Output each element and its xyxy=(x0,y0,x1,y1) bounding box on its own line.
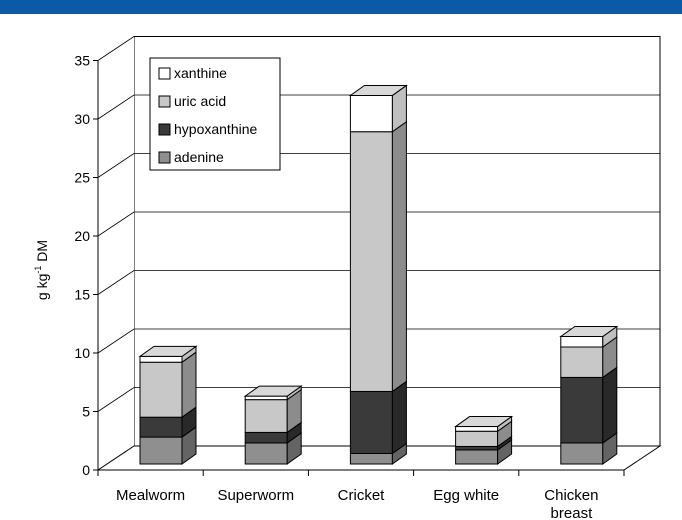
x-category-label: Superworm xyxy=(217,487,294,504)
bar-segment-adenine xyxy=(349,452,393,465)
bar-segment-hypoxanthine xyxy=(349,390,393,454)
y-tick-label: 5 xyxy=(82,404,90,420)
y-axis-label-exponent: -1 xyxy=(33,266,43,274)
legend-box xyxy=(149,57,281,171)
bar-segment-uric-acid xyxy=(139,361,183,418)
legend-label: hypoxanthine xyxy=(174,121,258,137)
y-tick-label: 35 xyxy=(74,53,90,69)
side-wall xyxy=(98,36,134,470)
legend: xanthine uric acid hypoxanthine adenine xyxy=(149,57,281,171)
bar-segment-uric-acid xyxy=(560,346,604,378)
bar-segment-uric-acid xyxy=(349,131,393,392)
bar-side-uric-acid xyxy=(391,120,407,393)
axes xyxy=(93,60,625,476)
bar-top xyxy=(348,84,408,96)
bar-segment-uric-acid xyxy=(244,399,288,433)
legend-swatch-adenine xyxy=(158,151,171,164)
gridline xyxy=(97,387,660,412)
y-tick-label: 30 xyxy=(74,111,90,127)
legend-label: xanthine xyxy=(174,65,227,81)
y-tick-label: 25 xyxy=(74,170,90,186)
x-category-label: Chicken xyxy=(544,487,598,504)
bar-segment-adenine xyxy=(560,442,604,465)
bar-segment-hypoxanthine xyxy=(139,416,183,438)
legend-label: uric acid xyxy=(174,93,226,109)
bar-top xyxy=(243,385,303,397)
y-tick-label: 15 xyxy=(74,287,90,303)
bar-segment-hypoxanthine xyxy=(455,445,499,451)
gridline xyxy=(97,328,660,354)
bar-segment-hypoxanthine xyxy=(560,376,604,444)
bar-side-hypoxanthine xyxy=(391,380,407,455)
bar-segment-xanthine xyxy=(349,94,393,133)
bar-segment-adenine xyxy=(244,442,288,465)
bar-segment-hypoxanthine xyxy=(244,431,288,444)
bar-segment-uric-acid xyxy=(455,430,499,447)
bar-side-uric-acid xyxy=(181,351,197,419)
bar-top xyxy=(559,325,619,337)
bar-segment-adenine xyxy=(455,449,499,465)
legend-swatch-hypoxanthine xyxy=(158,123,171,136)
gridline xyxy=(97,211,660,237)
y-axis-label-unit: g kg xyxy=(34,274,50,300)
gridline xyxy=(97,153,660,178)
gridline xyxy=(97,94,660,120)
y-tick-label: 20 xyxy=(74,228,90,244)
gridlines xyxy=(97,36,660,412)
bars xyxy=(138,84,619,465)
x-category-label: Cricket xyxy=(338,487,386,504)
y-tick-label: 0 xyxy=(82,462,90,478)
legend-label: adenine xyxy=(174,149,224,165)
x-category-label: breast xyxy=(551,505,594,520)
bar-segment-xanthine xyxy=(455,426,499,432)
x-category-label: Egg white xyxy=(433,487,499,504)
bar-segment-xanthine xyxy=(244,395,288,401)
legend-swatch-uric-acid xyxy=(158,95,171,108)
x-category-label: Mealworm xyxy=(116,487,185,504)
bar-top xyxy=(138,345,198,357)
bar-top xyxy=(454,416,514,428)
gridline xyxy=(97,270,660,295)
legend-swatch-xanthine xyxy=(158,67,171,80)
y-axis-label-suffix: DM xyxy=(34,240,50,266)
bar-segment-adenine xyxy=(139,436,183,465)
y-axis-label: g kg-1 DM xyxy=(33,240,50,300)
bar-side-hypoxanthine xyxy=(602,366,618,444)
bar-segment-xanthine xyxy=(560,335,604,348)
axis-labels: 0 5 10 15 20 25 30 35 g kg-1 DM Mealworm Superworm… xyxy=(33,53,599,520)
bar-segment-xanthine xyxy=(139,355,183,363)
gridline xyxy=(97,36,660,61)
y-tick-label: 10 xyxy=(74,345,90,361)
header-bar xyxy=(0,0,682,14)
